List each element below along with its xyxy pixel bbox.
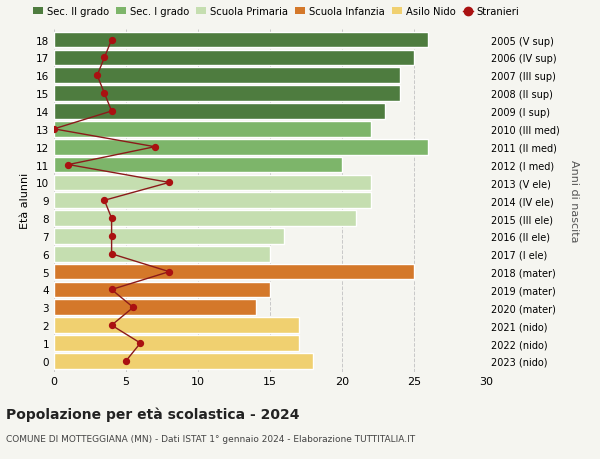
Bar (54, 104, 385, 120)
Point (49, 126, 59, 133)
Bar (54, 50, 414, 66)
Bar (54, 353, 313, 369)
Point (164, 269, 174, 276)
Bar (54, 33, 428, 48)
Bar (54, 300, 256, 315)
Point (107, 108, 116, 115)
Legend: Sec. II grado, Sec. I grado, Scuola Primaria, Scuola Infanzia, Asilo Nido, Stran: Sec. II grado, Sec. I grado, Scuola Prim… (32, 7, 520, 17)
Y-axis label: Anni di nascita: Anni di nascita (569, 160, 579, 242)
Point (107, 37, 116, 44)
Point (100, 197, 109, 205)
Point (107, 251, 116, 258)
Text: COMUNE DI MOTTEGGIANA (MN) - Dati ISTAT 1° gennaio 2024 - Elaborazione TUTTITALI: COMUNE DI MOTTEGGIANA (MN) - Dati ISTAT … (6, 434, 415, 443)
Point (100, 55, 109, 62)
Point (64, 162, 73, 169)
Bar (54, 318, 299, 333)
Bar (54, 86, 400, 102)
Point (92, 73, 102, 80)
Bar (54, 229, 284, 244)
Bar (54, 175, 371, 191)
Point (107, 322, 116, 329)
Point (128, 304, 138, 311)
Y-axis label: Età alunni: Età alunni (20, 173, 31, 229)
Point (136, 340, 145, 347)
Bar (54, 282, 270, 298)
Point (164, 179, 174, 187)
Point (107, 233, 116, 240)
Bar (54, 264, 414, 280)
Text: Popolazione per età scolastica - 2024: Popolazione per età scolastica - 2024 (6, 406, 299, 421)
Point (150, 144, 160, 151)
Bar (54, 246, 270, 262)
Bar (54, 68, 400, 84)
Bar (54, 211, 356, 226)
Bar (54, 193, 371, 209)
Bar (54, 157, 342, 173)
Point (107, 215, 116, 222)
Bar (54, 140, 428, 155)
Point (107, 286, 116, 294)
Bar (54, 336, 299, 351)
Bar (54, 122, 371, 137)
Point (121, 358, 131, 365)
Point (100, 90, 109, 98)
